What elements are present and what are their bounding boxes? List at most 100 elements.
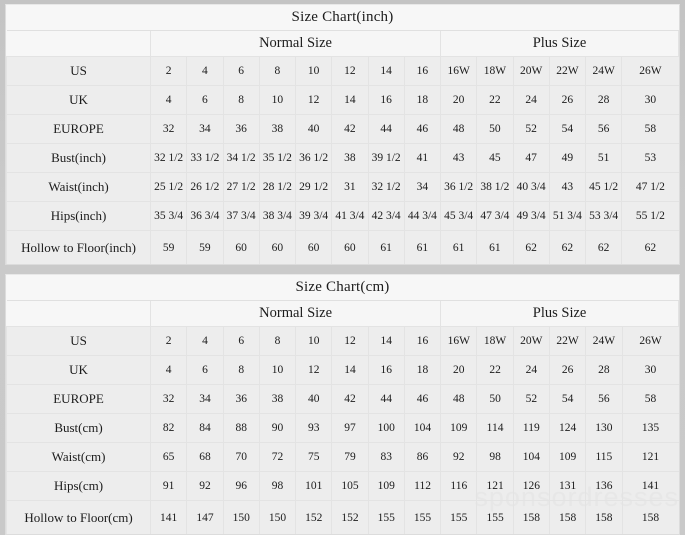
table-row: UK 4 6 8 10 12 14 16 18 20 22 24 26 28 30 — [5, 355, 679, 385]
table-cell: 101 — [295, 471, 333, 501]
table-cell: 8 — [258, 326, 297, 356]
table-cell: 26W — [621, 326, 679, 356]
chart-title-row: Size Chart(cm) — [6, 275, 679, 301]
table-cell: 27 1/2 — [222, 172, 260, 202]
table-cell: 31 — [331, 172, 369, 202]
table-cell: 83 — [367, 442, 405, 472]
table-cell: 2 — [150, 326, 188, 356]
table-cell: 72 — [258, 442, 297, 472]
table-cell: 109 — [440, 413, 478, 443]
table-cell: 26 — [548, 85, 587, 115]
table-cell: 45 — [476, 143, 514, 173]
table-cell: 158 — [585, 500, 623, 534]
table-cell: 109 — [367, 471, 405, 501]
table-cell: 8 — [222, 355, 260, 385]
table-cell: 59 — [150, 230, 188, 264]
row-label: Waist(cm) — [5, 442, 152, 472]
table-cell: 96 — [222, 471, 260, 501]
table-cell: 35 1/2 — [258, 143, 297, 173]
table-cell: 16 — [367, 355, 405, 385]
table-cell: 44 — [367, 384, 405, 414]
table-cell: 50 — [476, 384, 514, 414]
table-cell: 28 — [585, 85, 623, 115]
table-cell: 38 1/2 — [476, 172, 514, 202]
table-row: Hollow to Floor(inch) 59 59 60 60 60 60 61 61 61 6… — [5, 230, 679, 264]
row-label: Waist(inch) — [5, 172, 152, 202]
table-cell: 46 — [403, 114, 442, 144]
table-cell: 24W — [585, 326, 623, 356]
table-cell: 60 — [258, 230, 297, 264]
table-cell: 14 — [331, 85, 369, 115]
table-cell: 47 3/4 — [476, 201, 514, 231]
chart-title-row: Size Chart(inch) — [6, 5, 679, 31]
table-cell: 2 — [150, 56, 188, 86]
table-cell: 20W — [512, 326, 550, 356]
table-cell: 65 — [150, 442, 188, 472]
table-cell: 6 — [222, 326, 260, 356]
table-cell: 42 — [331, 114, 369, 144]
table-cell: 6 — [186, 355, 224, 385]
table-cell: 18W — [476, 56, 514, 86]
table-row: Waist(inch) 25 1/2 26 1/2 27 1/2 28 1/2 29 1/… — [5, 172, 679, 202]
table-cell: 38 — [258, 114, 297, 144]
table-cell: 40 — [295, 384, 333, 414]
table-cell: 51 3/4 — [548, 201, 587, 231]
table-cell: 16 — [403, 326, 442, 356]
table-cell: 38 — [258, 384, 297, 414]
table-cell: 47 — [512, 143, 550, 173]
table-cell: 43 — [548, 172, 587, 202]
table-cell: 26 1/2 — [186, 172, 224, 202]
row-label: Bust(inch) — [5, 143, 152, 173]
table-cell: 16 — [403, 56, 442, 86]
table-cell: 4 — [186, 56, 224, 86]
table-cell: 62 — [512, 230, 550, 264]
table-cell: 35 3/4 — [150, 201, 188, 231]
table-row: EUROPE 32 34 36 38 40 42 44 46 48 50 52 54 56 58 — [5, 384, 679, 414]
table-cell: 51 — [585, 143, 623, 173]
table-row: Bust(cm) 82 84 88 90 93 97 100 104 109 114 119 124 13… — [5, 413, 679, 443]
table-cell: 44 3/4 — [403, 201, 442, 231]
table-cell: 150 — [222, 500, 260, 534]
charts-container: Size Chart(inch) Normal Size Plus Size US 2 4… — [5, 4, 680, 535]
table-cell: 115 — [585, 442, 623, 472]
table-row: Bust(inch) 32 1/2 33 1/2 34 1/2 35 1/2 36 1/2… — [5, 143, 679, 173]
table-cell: 16W — [440, 56, 478, 86]
table-cell: 58 — [621, 114, 679, 144]
table-cell: 54 — [548, 384, 587, 414]
table-cell: 25 1/2 — [150, 172, 188, 202]
table-cell: 130 — [585, 413, 623, 443]
table-cell: 38 3/4 — [258, 201, 297, 231]
table-cell: 60 — [295, 230, 333, 264]
table-cell: 91 — [150, 471, 188, 501]
table-cell: 84 — [186, 413, 224, 443]
table-cell: 37 3/4 — [222, 201, 260, 231]
table-cell: 41 — [403, 143, 442, 173]
row-label: Hollow to Floor(inch) — [5, 230, 152, 264]
table-cell: 92 — [440, 442, 478, 472]
table-cell: 86 — [403, 442, 442, 472]
table-cell: 61 — [367, 230, 405, 264]
table-cell: 48 — [440, 384, 478, 414]
row-label: US — [5, 56, 152, 86]
table-cell: 26 — [548, 355, 587, 385]
table-cell: 90 — [258, 413, 297, 443]
table-cell: 93 — [295, 413, 333, 443]
table-cell: 12 — [331, 326, 369, 356]
table-cell: 131 — [548, 471, 587, 501]
table-cell: 22W — [548, 326, 587, 356]
table-cell: 6 — [222, 56, 260, 86]
table-cell: 38 — [331, 143, 369, 173]
table-cell: 6 — [186, 85, 224, 115]
table-cell: 147 — [186, 500, 224, 534]
row-label: US — [5, 326, 152, 356]
row-label: Bust(cm) — [5, 413, 152, 443]
table-cell: 39 3/4 — [295, 201, 333, 231]
table-cell: 109 — [548, 442, 587, 472]
table-cell: 28 — [585, 355, 623, 385]
table-cell: 52 — [512, 384, 550, 414]
table-cell: 119 — [512, 413, 550, 443]
table-cell: 136 — [585, 471, 623, 501]
table-cell: 141 — [150, 500, 188, 534]
table-cell: 121 — [621, 442, 679, 472]
table-cell: 10 — [295, 326, 333, 356]
